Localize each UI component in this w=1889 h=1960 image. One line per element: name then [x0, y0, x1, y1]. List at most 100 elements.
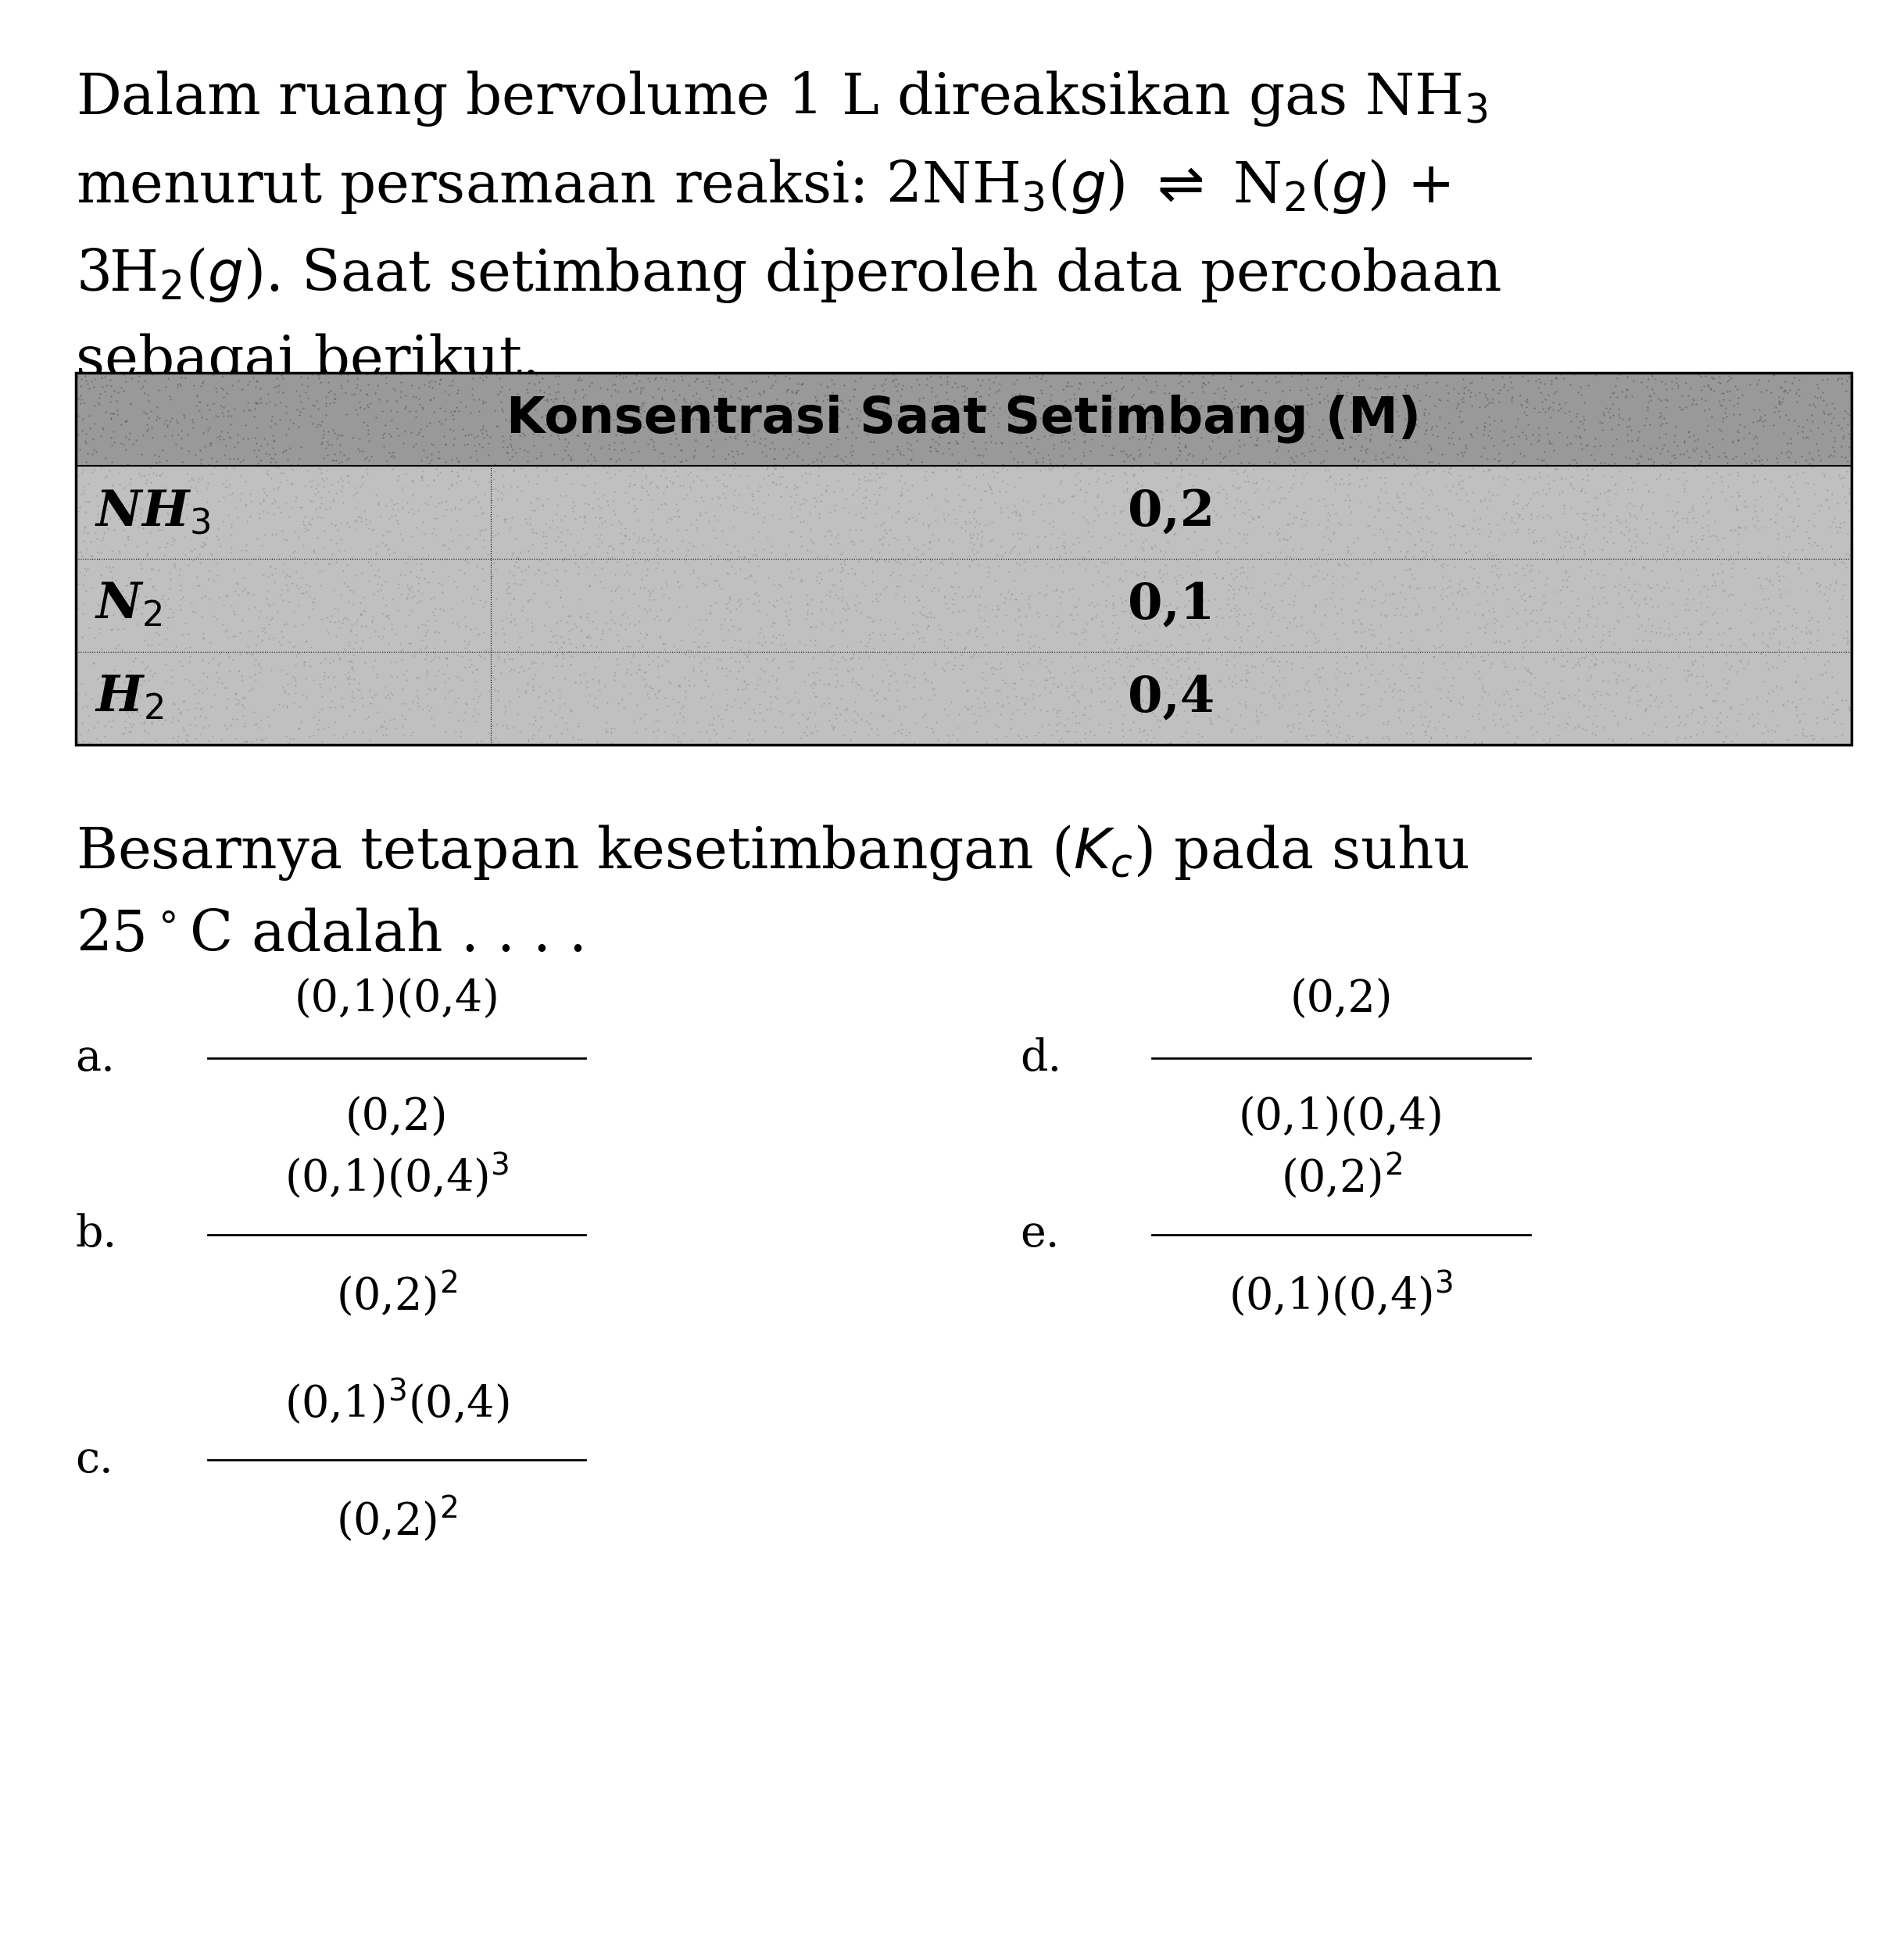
Point	[459, 435, 489, 466]
Point	[1540, 576, 1570, 608]
Point	[1438, 417, 1468, 449]
Point	[487, 396, 518, 427]
Point	[856, 541, 886, 572]
Point	[1625, 600, 1655, 631]
Point	[1524, 423, 1555, 455]
Point	[1473, 357, 1504, 388]
Point	[667, 408, 697, 439]
Point	[319, 439, 349, 470]
Point	[1058, 433, 1088, 465]
Point	[1572, 461, 1602, 492]
Point	[1441, 576, 1472, 608]
Point	[1426, 549, 1456, 580]
Point	[1785, 372, 1815, 404]
Point	[1360, 443, 1390, 474]
Point	[1047, 465, 1077, 496]
Point	[1256, 594, 1286, 625]
Point	[1183, 725, 1213, 757]
Point	[697, 439, 727, 470]
Point	[716, 394, 746, 425]
Point	[200, 547, 230, 578]
Point	[1441, 519, 1472, 551]
Point	[195, 555, 225, 586]
Point	[1789, 414, 1819, 445]
Point	[1160, 543, 1190, 574]
Point	[151, 666, 181, 698]
Point	[1024, 521, 1054, 553]
Point	[597, 380, 627, 412]
Point	[1662, 496, 1693, 527]
Point	[138, 359, 168, 390]
Point	[1230, 455, 1260, 486]
Point	[1651, 382, 1681, 414]
Point	[996, 414, 1026, 445]
Point	[918, 647, 948, 678]
Point	[1740, 484, 1770, 515]
Point	[189, 657, 219, 688]
Point	[1213, 584, 1243, 615]
Point	[1483, 386, 1513, 417]
Point	[1426, 580, 1456, 612]
Point	[157, 402, 187, 433]
Point	[625, 439, 655, 470]
Point	[425, 388, 455, 419]
Point	[385, 359, 416, 390]
Point	[1634, 380, 1664, 412]
Point	[1105, 386, 1135, 417]
Point	[635, 578, 665, 610]
Point	[589, 388, 620, 419]
Point	[1141, 392, 1171, 423]
Point	[876, 502, 907, 533]
Point	[465, 414, 495, 445]
Point	[174, 641, 204, 672]
Point	[1438, 429, 1468, 461]
Point	[1232, 425, 1262, 457]
Point	[1432, 384, 1462, 416]
Point	[1541, 376, 1572, 408]
Point	[1194, 404, 1224, 435]
Point	[368, 417, 399, 449]
Point	[1311, 584, 1341, 615]
Point	[433, 378, 463, 410]
Point	[1353, 727, 1383, 759]
Point	[899, 662, 929, 694]
Point	[1613, 563, 1643, 594]
Point	[1447, 421, 1477, 453]
Point	[402, 419, 433, 451]
Point	[1302, 433, 1332, 465]
Point	[720, 414, 750, 445]
Point	[81, 386, 111, 417]
Point	[1141, 645, 1171, 676]
Point	[627, 465, 657, 496]
Point	[1001, 365, 1031, 396]
Point	[1755, 566, 1785, 598]
Point	[1519, 478, 1549, 510]
Point	[474, 439, 504, 470]
Point	[841, 423, 871, 455]
Point	[631, 561, 661, 592]
Point	[1413, 502, 1443, 533]
Point	[1538, 702, 1568, 733]
Point	[962, 613, 992, 645]
Point	[293, 510, 323, 541]
Point	[1742, 421, 1772, 453]
Point	[1509, 653, 1540, 684]
Point	[695, 423, 725, 455]
Point	[1836, 561, 1866, 592]
Point	[944, 698, 975, 729]
Point	[1400, 674, 1430, 706]
Point	[1266, 435, 1296, 466]
Point	[1555, 406, 1585, 437]
Point	[312, 425, 342, 457]
Point	[453, 463, 484, 494]
Point	[1183, 359, 1213, 390]
Point	[1745, 449, 1776, 480]
Point	[117, 568, 147, 600]
Point	[1834, 361, 1864, 392]
Point	[257, 359, 287, 390]
Point	[841, 408, 871, 439]
Point	[1742, 514, 1772, 545]
Point	[1360, 502, 1390, 533]
Point	[816, 429, 846, 461]
Point	[633, 363, 663, 394]
